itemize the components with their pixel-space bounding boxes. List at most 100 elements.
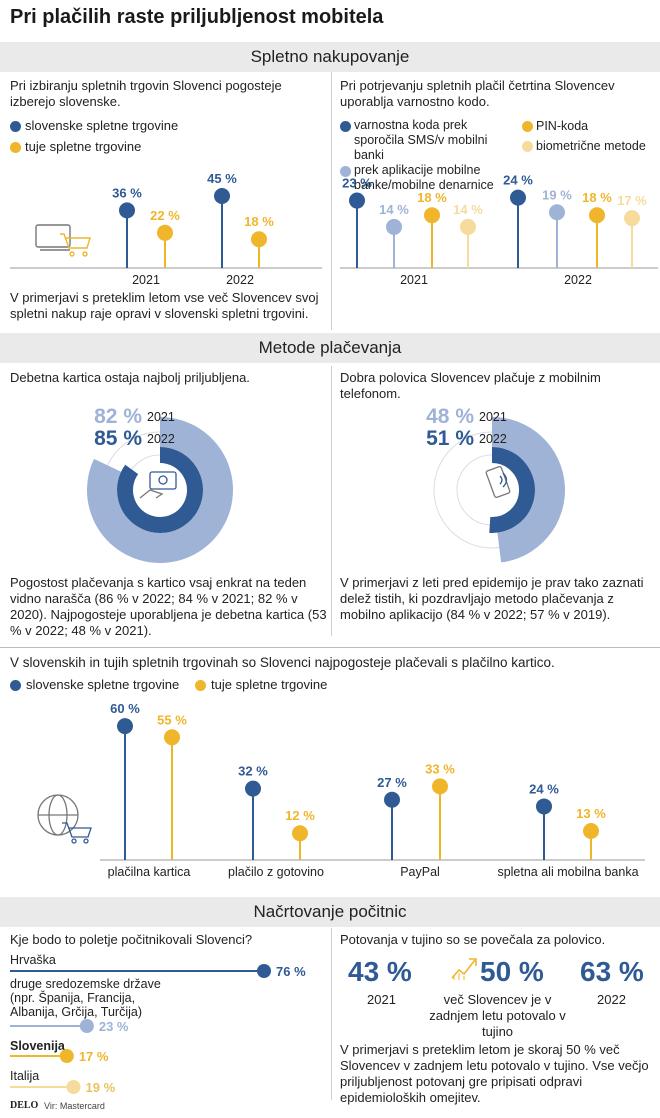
legend-label-foreign: tuje spletne trgovine bbox=[25, 139, 142, 154]
category-label: 2022 bbox=[226, 273, 254, 287]
legend-label-bio: biometrične metode bbox=[536, 139, 646, 153]
lollipop-point bbox=[157, 224, 173, 241]
vacation-left-heading: Kje bodo to poletje počitnikovali Sloven… bbox=[10, 932, 253, 947]
category-label: Slovenija bbox=[10, 1039, 66, 1053]
data-label: 23 % bbox=[99, 1019, 129, 1034]
section-band-payments bbox=[0, 333, 660, 363]
legend-label-methods-slo: slovenske spletne trgovine bbox=[26, 677, 180, 692]
lollipop-point bbox=[460, 218, 476, 235]
category-label: Albanija, Grčija, Turčija) bbox=[10, 1005, 142, 1019]
chart-debit-card: 82 % 2021 85 % 2022 bbox=[87, 405, 233, 563]
category-label: Italija bbox=[10, 1069, 39, 1083]
section-title-vacation: Načrtovanje počitnic bbox=[253, 902, 407, 921]
donut-value-label: 51 % bbox=[426, 427, 474, 450]
data-label: 18 % bbox=[417, 190, 447, 205]
data-label: 12 % bbox=[285, 808, 315, 823]
donut-value-label: 82 % bbox=[94, 405, 142, 428]
data-label: 14 % bbox=[379, 202, 409, 217]
donut-arc-2022 bbox=[489, 447, 535, 533]
chart-online-stores: 36 % 45 % 22 % 18 % 2021 2022 bbox=[10, 171, 322, 287]
legend-dot-foreign bbox=[10, 142, 21, 153]
lollipop-point bbox=[386, 218, 402, 235]
card-payment-icon bbox=[139, 471, 177, 499]
chart-vacation-destinations: Hrvaška 76 % druge sredozemske države(npr.… bbox=[10, 953, 306, 1095]
lollipop-point bbox=[245, 780, 261, 797]
lollipop-point bbox=[214, 188, 230, 204]
divider-online bbox=[331, 72, 332, 330]
brand-logo: DELO bbox=[10, 1100, 39, 1111]
data-label: 17 % bbox=[617, 193, 647, 208]
stat-2021-value: 43 % bbox=[348, 956, 412, 987]
online-right-heading: Pri potrjevanju spletnih plačil četrtina… bbox=[340, 78, 615, 109]
lollipop-point bbox=[384, 791, 400, 808]
data-label: 33 % bbox=[425, 761, 455, 776]
page-title: Pri plačilih raste priljubljenost mobite… bbox=[10, 6, 384, 28]
category-label: PayPal bbox=[400, 865, 440, 879]
legend-dot-pin bbox=[522, 121, 533, 132]
data-label: 17 % bbox=[79, 1049, 109, 1064]
data-label: 18 % bbox=[582, 190, 612, 205]
donut-year-label: 2022 bbox=[479, 432, 507, 446]
payments-left-footnote: Pogostost plačevanja s kartico vsaj enkr… bbox=[10, 575, 327, 638]
section-band-online bbox=[0, 42, 660, 72]
category-label: plačilo z gotovino bbox=[228, 865, 324, 879]
data-label: 14 % bbox=[453, 202, 483, 217]
payments-right-heading: Dobra polovica Slovencev plačuje z mobil… bbox=[340, 370, 601, 401]
donut-arc-2021 bbox=[491, 417, 565, 563]
data-label: 32 % bbox=[238, 764, 268, 779]
data-label: 27 % bbox=[377, 775, 407, 790]
globe-cart-icon bbox=[37, 794, 92, 844]
legend-dot-app bbox=[340, 166, 351, 177]
legend-label-pin: PIN-koda bbox=[536, 119, 589, 133]
stat-increase-value: 50 % bbox=[480, 956, 544, 987]
legend-dot-methods-foreign bbox=[195, 680, 206, 691]
data-label: 22 % bbox=[150, 208, 180, 223]
stat-increase-label: več Slovencev je v zadnjem letu potovalo… bbox=[429, 992, 566, 1039]
chart-mobile-payment: 48 % 2021 51 % 2022 bbox=[426, 405, 565, 563]
divider-methods bbox=[0, 647, 660, 648]
lollipop-point bbox=[251, 231, 267, 248]
vacation-right-footnote: V primerjavi s preteklim letom je skoraj… bbox=[340, 1042, 649, 1105]
source-label: Vir: Mastercard bbox=[44, 1101, 105, 1111]
data-label: 13 % bbox=[576, 806, 606, 821]
lollipop-point bbox=[59, 1049, 74, 1063]
stat-2022-value: 63 % bbox=[580, 956, 644, 987]
lollipop-point bbox=[257, 964, 271, 978]
legend-dot-slo bbox=[10, 121, 21, 132]
legend-dot-sms bbox=[340, 121, 351, 132]
lollipop-point bbox=[349, 192, 365, 209]
data-label: 60 % bbox=[110, 701, 140, 716]
data-label: 36 % bbox=[112, 185, 142, 200]
divider-vacation bbox=[331, 928, 332, 1100]
data-label: 24 % bbox=[503, 173, 533, 188]
chart-verification: 23 % 24 % 14 % 19 % 18 % 18 % 14 % 17 % 2021 2022 bbox=[340, 173, 658, 287]
lollipop-point bbox=[66, 1080, 81, 1094]
donut-year-label: 2021 bbox=[147, 410, 175, 424]
donut-value-label: 48 % bbox=[426, 405, 474, 428]
stat-2022-label: 2022 bbox=[597, 992, 626, 1007]
lollipop-point bbox=[119, 202, 135, 219]
data-label: 76 % bbox=[276, 964, 306, 979]
section-title-online: Spletno nakupovanje bbox=[250, 47, 410, 66]
category-label: (npr. Španija, Francija, bbox=[10, 990, 135, 1005]
donut-year-label: 2022 bbox=[147, 432, 175, 446]
payments-right-footnote: V primerjavi z leti pred epidemijo je pr… bbox=[340, 575, 644, 622]
stat-2021-label: 2021 bbox=[367, 992, 396, 1007]
donut-arc-2022 bbox=[117, 447, 203, 533]
category-label: 2021 bbox=[400, 273, 428, 287]
methods-heading: V slovenskih in tujih spletnih trgovinah… bbox=[10, 655, 555, 670]
legend-label-sms: varnostna koda prek sporočila SMS/v mobi… bbox=[354, 118, 488, 162]
data-label: 45 % bbox=[207, 171, 237, 186]
payments-left-heading: Debetna kartica ostaja najbolj priljublj… bbox=[10, 370, 250, 385]
section-band-vacation bbox=[0, 897, 660, 927]
lollipop-point bbox=[292, 825, 308, 842]
lollipop-point bbox=[589, 207, 605, 224]
online-left-footnote: V primerjavi s preteklim letom vse več S… bbox=[10, 290, 319, 321]
category-label: spletna ali mobilna banka bbox=[497, 865, 638, 879]
lollipop-point bbox=[549, 204, 565, 221]
data-label: 24 % bbox=[529, 781, 559, 796]
category-label: 2022 bbox=[564, 273, 592, 287]
legend-dot-bio bbox=[522, 141, 533, 152]
data-label: 55 % bbox=[157, 712, 187, 727]
lollipop-point bbox=[424, 207, 440, 224]
